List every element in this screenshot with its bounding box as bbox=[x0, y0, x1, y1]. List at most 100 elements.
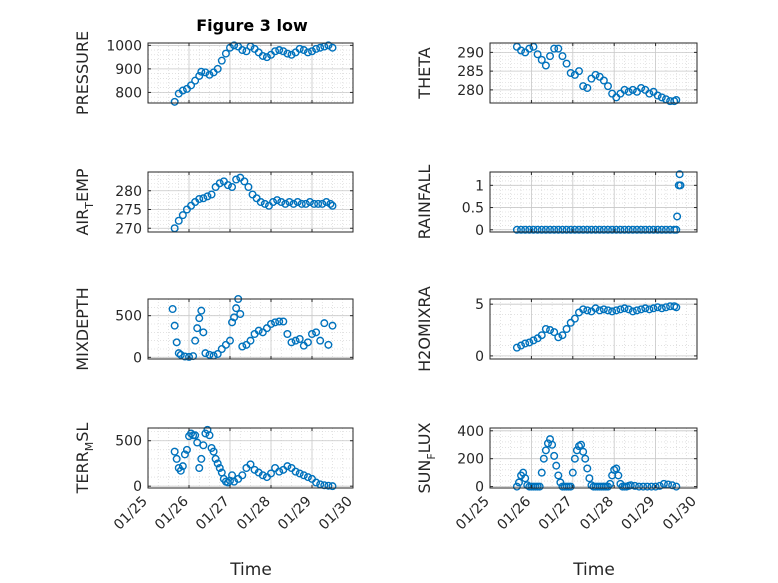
data-point bbox=[653, 225, 662, 234]
data-point bbox=[579, 225, 588, 234]
data-point bbox=[546, 326, 555, 335]
axes-box bbox=[489, 42, 698, 104]
data-point bbox=[541, 61, 550, 70]
data-point bbox=[579, 82, 588, 91]
data-point bbox=[170, 447, 179, 456]
y-axis-label-text: AIR bbox=[73, 209, 92, 236]
data-point bbox=[608, 307, 617, 316]
minor-grid bbox=[147, 43, 354, 103]
data-point bbox=[529, 336, 538, 345]
data-point bbox=[187, 81, 196, 90]
data-point bbox=[207, 190, 216, 199]
axes-box bbox=[147, 298, 354, 360]
data-point bbox=[271, 47, 280, 56]
data-point bbox=[215, 464, 224, 473]
data-point bbox=[575, 225, 584, 234]
data-point bbox=[199, 328, 208, 337]
data-point bbox=[653, 303, 662, 312]
data-point bbox=[550, 225, 559, 234]
data-point bbox=[585, 474, 594, 483]
data-point bbox=[236, 310, 245, 319]
subplot-2: 280 285 290 THETA bbox=[415, 42, 698, 106]
y-axis-label-text: THETA bbox=[415, 47, 434, 99]
y-tick-label: 280 bbox=[115, 184, 142, 200]
data-point bbox=[637, 83, 646, 92]
data-point bbox=[562, 59, 571, 68]
data-point bbox=[529, 225, 538, 234]
data-point bbox=[279, 47, 288, 56]
data-point bbox=[320, 319, 329, 328]
series-markers bbox=[170, 173, 337, 233]
data-point bbox=[303, 338, 312, 347]
data-point bbox=[197, 67, 206, 76]
data-point bbox=[195, 314, 204, 323]
y-tick-label: 270 bbox=[115, 221, 142, 237]
series-markers bbox=[512, 302, 681, 352]
data-point bbox=[550, 451, 559, 460]
data-point bbox=[643, 482, 652, 491]
data-point bbox=[324, 481, 333, 490]
data-point bbox=[568, 468, 577, 477]
data-point bbox=[170, 97, 179, 106]
data-point bbox=[318, 199, 327, 208]
data-point bbox=[558, 331, 567, 340]
y-tick-label: 800 bbox=[115, 85, 142, 101]
y-tick-label: 290 bbox=[457, 45, 484, 61]
data-point bbox=[328, 482, 337, 491]
data-point bbox=[626, 481, 635, 490]
series-markers bbox=[170, 425, 337, 491]
data-point bbox=[558, 225, 567, 234]
data-point bbox=[328, 43, 337, 52]
data-point bbox=[616, 305, 625, 314]
data-point bbox=[575, 67, 584, 76]
data-point bbox=[299, 46, 308, 55]
data-point bbox=[603, 225, 612, 234]
subplot-4: 0 0.5 1 RAINFALL bbox=[415, 165, 698, 239]
data-point bbox=[550, 328, 559, 337]
data-point bbox=[232, 175, 241, 184]
data-point bbox=[533, 225, 542, 234]
data-point bbox=[624, 225, 633, 234]
data-point bbox=[281, 199, 290, 208]
data-point bbox=[191, 76, 200, 85]
data-point bbox=[267, 469, 276, 478]
data-point bbox=[632, 225, 641, 234]
data-point bbox=[554, 333, 563, 342]
data-point bbox=[552, 461, 561, 470]
data-point bbox=[303, 473, 312, 482]
data-point bbox=[620, 85, 629, 94]
data-point bbox=[215, 179, 224, 188]
data-point bbox=[324, 41, 333, 50]
data-point bbox=[225, 336, 234, 345]
y-axis-label-suffix: SL bbox=[73, 423, 92, 442]
data-point bbox=[238, 471, 247, 480]
subplot-3: 270 275 280 AIRTEMP bbox=[73, 168, 354, 237]
data-point bbox=[303, 48, 312, 57]
data-point bbox=[657, 93, 666, 102]
data-point bbox=[246, 336, 255, 345]
x-axis-label-left: Time bbox=[229, 560, 272, 580]
data-point bbox=[612, 306, 621, 315]
data-point bbox=[291, 336, 300, 345]
data-point bbox=[244, 182, 253, 191]
data-point bbox=[612, 464, 621, 473]
data-point bbox=[649, 225, 658, 234]
y-tick-label: 0 bbox=[133, 479, 142, 495]
data-point bbox=[537, 468, 546, 477]
y-tick-label: 200 bbox=[457, 452, 484, 468]
data-point bbox=[661, 225, 670, 234]
data-point bbox=[223, 181, 232, 190]
data-point bbox=[543, 439, 552, 448]
y-tick-label: 0.5 bbox=[462, 201, 484, 217]
data-point bbox=[641, 225, 650, 234]
data-point bbox=[525, 225, 534, 234]
data-point bbox=[558, 52, 567, 61]
data-point bbox=[328, 321, 337, 330]
data-point bbox=[228, 182, 237, 191]
data-point bbox=[308, 47, 317, 56]
data-point bbox=[595, 225, 604, 234]
data-point bbox=[603, 82, 612, 91]
data-point bbox=[301, 199, 310, 208]
data-point bbox=[548, 440, 557, 449]
data-point bbox=[668, 481, 677, 490]
